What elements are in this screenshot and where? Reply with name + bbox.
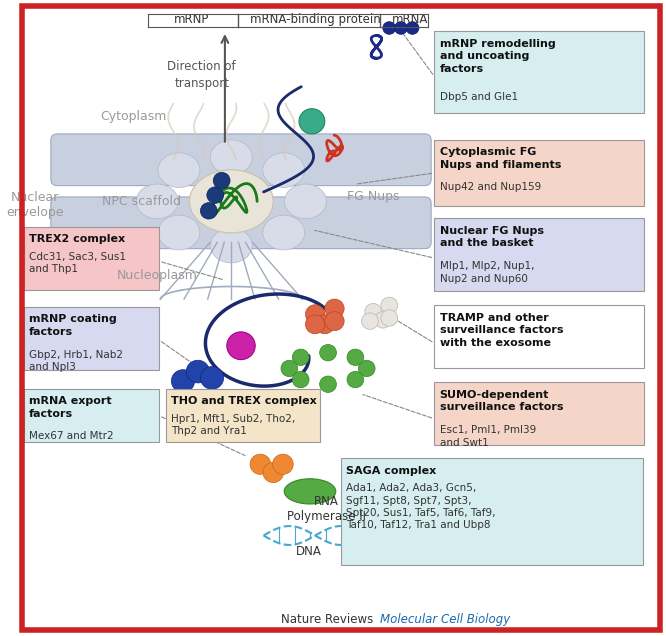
Text: mRNP coating
factors: mRNP coating factors (29, 314, 117, 336)
Text: Nup42 and Nup159: Nup42 and Nup159 (440, 183, 541, 193)
Circle shape (213, 172, 230, 189)
Circle shape (250, 454, 270, 474)
Text: Nuclear FG Nups
and the basket: Nuclear FG Nups and the basket (440, 226, 543, 248)
Text: TRAMP and other
surveillance factors
with the exosome: TRAMP and other surveillance factors wit… (440, 313, 563, 348)
Text: RNA
Polymerase II: RNA Polymerase II (287, 495, 366, 523)
Circle shape (358, 360, 375, 377)
FancyBboxPatch shape (341, 458, 643, 565)
Circle shape (272, 454, 293, 474)
Circle shape (306, 305, 325, 324)
Text: mRNA export
factors: mRNA export factors (29, 396, 112, 418)
Circle shape (383, 22, 396, 34)
Ellipse shape (189, 170, 273, 233)
Circle shape (374, 312, 391, 328)
FancyBboxPatch shape (24, 389, 159, 442)
FancyBboxPatch shape (51, 197, 431, 249)
FancyBboxPatch shape (434, 305, 644, 368)
Circle shape (171, 370, 194, 392)
FancyBboxPatch shape (24, 307, 159, 370)
Text: Cytoplasm: Cytoplasm (100, 110, 166, 123)
Text: Hpr1, Mft1, Sub2, Tho2,
Thp2 and Yra1: Hpr1, Mft1, Sub2, Tho2, Thp2 and Yra1 (170, 414, 295, 436)
Ellipse shape (210, 140, 252, 174)
FancyBboxPatch shape (166, 389, 320, 442)
Circle shape (320, 345, 336, 361)
Circle shape (227, 332, 255, 359)
Circle shape (406, 22, 419, 34)
Circle shape (347, 371, 364, 388)
Text: Mex67 and Mtr2: Mex67 and Mtr2 (29, 431, 114, 441)
Ellipse shape (212, 418, 238, 432)
Circle shape (299, 109, 325, 134)
Text: DNA: DNA (296, 545, 322, 558)
Circle shape (325, 299, 344, 318)
Circle shape (381, 310, 398, 326)
Circle shape (365, 303, 382, 320)
Ellipse shape (263, 215, 305, 250)
Circle shape (315, 315, 334, 334)
FancyBboxPatch shape (24, 226, 159, 289)
FancyBboxPatch shape (434, 139, 644, 206)
Text: Molecular Cell Biology: Molecular Cell Biology (380, 613, 510, 626)
Text: SAGA complex: SAGA complex (346, 466, 436, 476)
Text: Direction of
transport: Direction of transport (167, 60, 236, 90)
Circle shape (306, 315, 325, 334)
Text: Mlp1, Mlp2, Nup1,
Nup2 and Nup60: Mlp1, Mlp2, Nup1, Nup2 and Nup60 (440, 261, 534, 284)
Ellipse shape (158, 215, 200, 250)
Text: THO and TREX complex: THO and TREX complex (170, 396, 316, 406)
Text: mRNP: mRNP (174, 13, 209, 26)
FancyBboxPatch shape (51, 134, 431, 186)
Text: SUMO-dependent
surveillance factors: SUMO-dependent surveillance factors (440, 390, 563, 412)
Ellipse shape (284, 479, 336, 504)
Text: Cytoplasmic FG
Nups and filaments: Cytoplasmic FG Nups and filaments (440, 147, 561, 170)
Text: FG Nups: FG Nups (348, 190, 400, 203)
Circle shape (200, 366, 224, 389)
Text: Ada1, Ada2, Ada3, Gcn5,
Sgf11, Spt8, Spt7, Spt3,
Spt20, Sus1, Taf5, Taf6, Taf9,
: Ada1, Ada2, Ada3, Gcn5, Sgf11, Spt8, Spt… (346, 483, 496, 530)
Text: Nature Reviews: Nature Reviews (281, 613, 373, 626)
Circle shape (281, 360, 298, 377)
Circle shape (320, 376, 336, 392)
Ellipse shape (284, 184, 326, 219)
Text: TREX2 complex: TREX2 complex (29, 234, 125, 244)
Circle shape (292, 349, 309, 366)
Circle shape (347, 349, 364, 366)
Circle shape (381, 297, 398, 314)
Text: mRNA: mRNA (392, 13, 428, 26)
Text: Cdc31, Sac3, Sus1
and Thp1: Cdc31, Sac3, Sus1 and Thp1 (29, 252, 126, 274)
FancyBboxPatch shape (434, 382, 644, 445)
Text: mRNP remodelling
and uncoating
factors: mRNP remodelling and uncoating factors (440, 39, 555, 74)
Ellipse shape (158, 153, 200, 188)
Text: Gbp2, Hrb1, Nab2
and Npl3: Gbp2, Hrb1, Nab2 and Npl3 (29, 350, 123, 372)
Circle shape (186, 360, 209, 383)
Text: mRNA-binding protein: mRNA-binding protein (250, 13, 380, 26)
Circle shape (394, 22, 408, 34)
Text: NPC scaffold: NPC scaffold (102, 195, 180, 208)
Text: Esc1, Pml1, Pml39
and Swt1: Esc1, Pml1, Pml39 and Swt1 (440, 425, 535, 448)
FancyBboxPatch shape (434, 31, 644, 113)
Text: Nucleoplasm: Nucleoplasm (117, 268, 198, 282)
Circle shape (207, 187, 224, 204)
Circle shape (200, 203, 217, 219)
Text: Dbp5 and Gle1: Dbp5 and Gle1 (440, 92, 517, 102)
Circle shape (263, 462, 284, 483)
Circle shape (325, 312, 344, 331)
Ellipse shape (210, 228, 252, 263)
Text: Nuclear
envelope: Nuclear envelope (6, 191, 63, 219)
FancyBboxPatch shape (434, 218, 644, 291)
Ellipse shape (137, 184, 178, 219)
Ellipse shape (189, 411, 222, 427)
Circle shape (292, 371, 309, 388)
Ellipse shape (263, 153, 305, 188)
Circle shape (362, 313, 378, 329)
